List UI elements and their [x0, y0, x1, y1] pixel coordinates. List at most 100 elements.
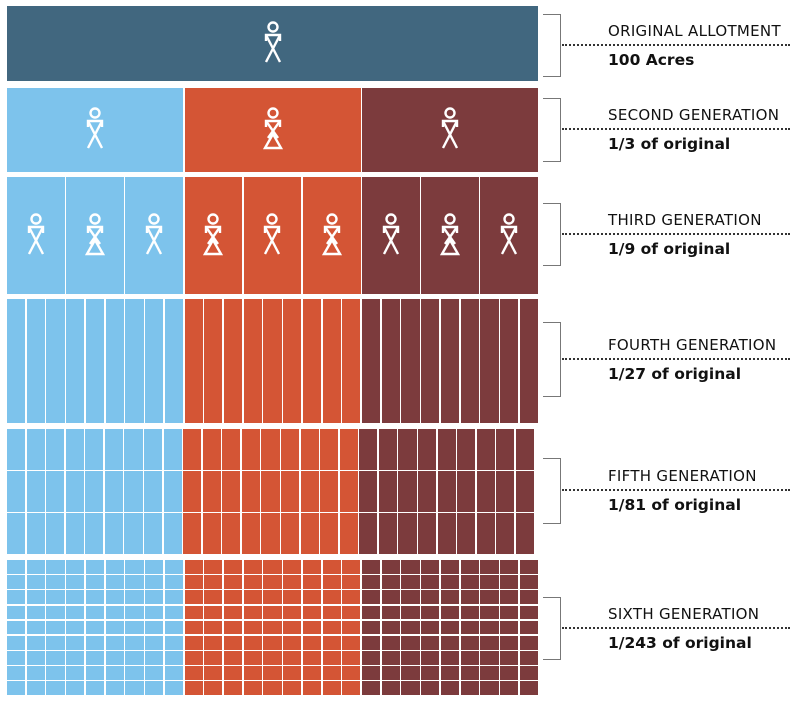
- land-parcel: [7, 6, 538, 81]
- land-parcel: [125, 651, 144, 665]
- land-parcel: [202, 429, 221, 470]
- land-parcel: [362, 575, 381, 589]
- land-parcel: [381, 635, 400, 650]
- land-parcel: [362, 635, 381, 650]
- land-parcel: [183, 513, 202, 554]
- land-parcel: [339, 471, 358, 512]
- land-parcel: [46, 605, 65, 620]
- land-parcel: [496, 471, 515, 512]
- land-parcel: [26, 666, 45, 680]
- land-parcel: [243, 177, 302, 294]
- land-parcel: [342, 651, 361, 665]
- land-parcel: [46, 560, 65, 574]
- land-parcel: [515, 429, 535, 470]
- land-parcel: [7, 666, 26, 680]
- land-parcel: [460, 651, 479, 665]
- land-parcel: [26, 635, 45, 650]
- land-parcel: [437, 513, 456, 554]
- land-parcel: [283, 666, 302, 680]
- land-parcel: [243, 299, 262, 423]
- family-branch-panel: [362, 177, 538, 294]
- land-parcel: [457, 513, 476, 554]
- land-parcel: [7, 651, 26, 665]
- land-parcel: [26, 605, 45, 620]
- land-parcel: [460, 681, 479, 695]
- land-parcel: [243, 575, 262, 589]
- land-parcel: [515, 471, 535, 512]
- land-parcel: [145, 299, 164, 423]
- female-figure-icon: [260, 104, 286, 156]
- land-parcel: [281, 429, 300, 470]
- land-parcel: [398, 513, 417, 554]
- land-parcel: [519, 681, 538, 695]
- land-parcel: [440, 575, 460, 589]
- land-parcel: [243, 666, 262, 680]
- land-parcel: [440, 651, 460, 665]
- land-parcel: [204, 605, 223, 620]
- land-parcel: [184, 590, 203, 604]
- land-parcel: [46, 681, 65, 695]
- land-parcel: [421, 575, 440, 589]
- land-parcel: [480, 560, 499, 574]
- land-parcel: [322, 560, 341, 574]
- land-parcel: [7, 177, 65, 294]
- male-figure-icon: [259, 210, 285, 262]
- land-parcel: [322, 651, 341, 665]
- land-parcel: [496, 429, 515, 470]
- male-figure-icon: [378, 210, 404, 262]
- land-parcel: [163, 513, 182, 554]
- land-parcel: [440, 681, 460, 695]
- land-parcel: [263, 590, 282, 604]
- land-parcel: [519, 590, 538, 604]
- land-parcel: [401, 666, 420, 680]
- land-parcel: [164, 575, 183, 589]
- land-parcel: [401, 299, 420, 423]
- family-branch-panel: [7, 6, 538, 81]
- land-parcel: [500, 590, 519, 604]
- land-parcel: [519, 666, 538, 680]
- land-parcel: [362, 666, 381, 680]
- land-parcel: [26, 590, 45, 604]
- land-parcel: [421, 651, 440, 665]
- land-parcel: [398, 429, 417, 470]
- dotted-leader-line: [562, 232, 790, 235]
- land-parcel: [26, 681, 45, 695]
- land-parcel: [421, 605, 440, 620]
- generation-share: 1/243 of original: [608, 633, 752, 652]
- male-figure-icon: [141, 210, 167, 262]
- land-parcel: [320, 471, 339, 512]
- land-parcel: [184, 635, 203, 650]
- land-parcel: [263, 575, 282, 589]
- land-parcel: [223, 575, 243, 589]
- land-parcel: [263, 635, 282, 650]
- land-parcel: [184, 605, 203, 620]
- land-parcel: [66, 590, 85, 604]
- generation-share: 1/81 of original: [608, 496, 742, 514]
- bracket: [543, 14, 561, 77]
- land-parcel: [66, 620, 85, 635]
- land-parcel: [204, 299, 223, 423]
- land-parcel: [85, 651, 105, 665]
- land-parcel: [125, 620, 144, 635]
- land-parcel: [418, 429, 437, 470]
- land-parcel: [66, 681, 85, 695]
- land-parcel: [66, 299, 85, 423]
- dotted-leader-line: [562, 43, 790, 46]
- land-parcel: [362, 681, 381, 695]
- land-parcel: [184, 88, 361, 172]
- land-parcel: [85, 299, 105, 423]
- land-parcel: [460, 605, 479, 620]
- land-parcel: [184, 560, 203, 574]
- land-parcel: [519, 620, 538, 635]
- land-parcel: [362, 651, 381, 665]
- land-parcel: [362, 299, 381, 423]
- land-parcel: [243, 620, 262, 635]
- land-parcel: [519, 560, 538, 574]
- land-parcel: [125, 605, 144, 620]
- land-parcel: [46, 513, 65, 554]
- land-parcel: [283, 299, 302, 423]
- land-parcel: [125, 177, 183, 294]
- generation-title: THIRD GENERATION: [608, 210, 762, 229]
- land-parcel: [500, 575, 519, 589]
- bracket: [543, 458, 561, 524]
